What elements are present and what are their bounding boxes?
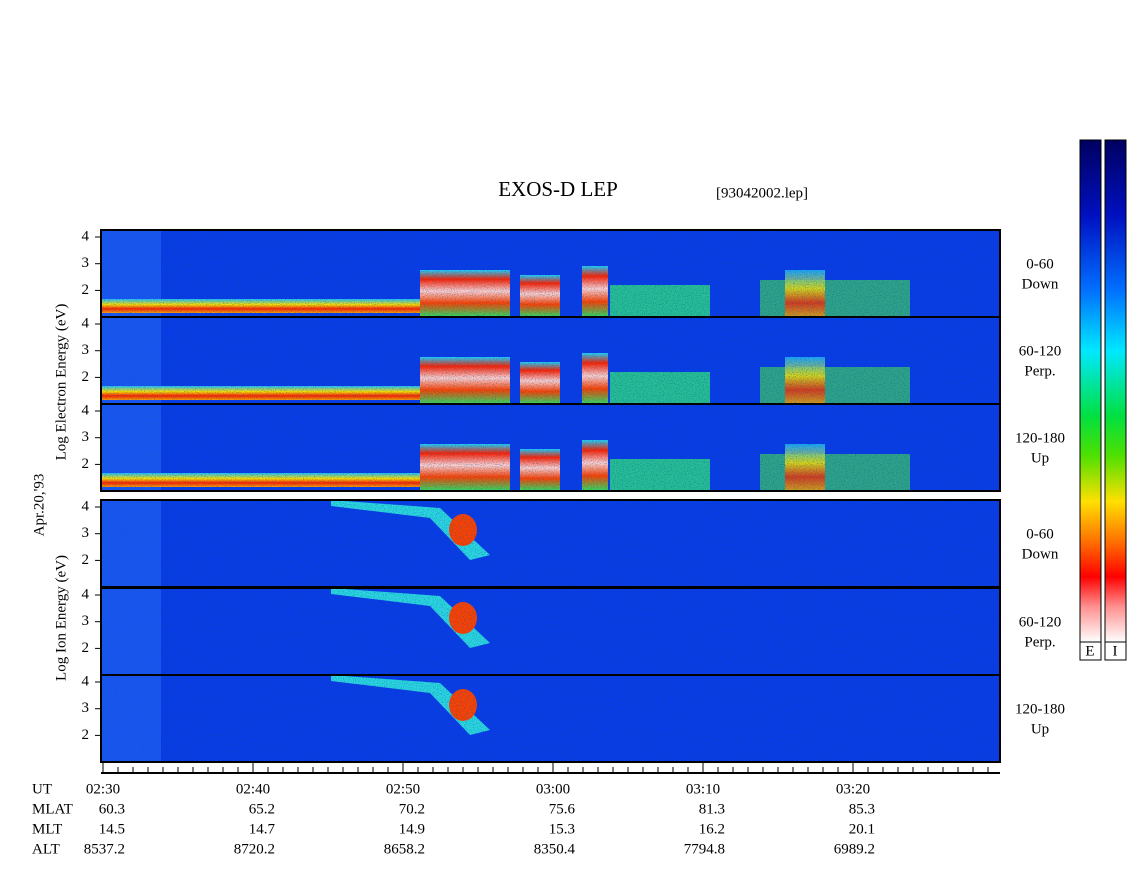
pitch-range: 60-120 bbox=[1019, 343, 1062, 359]
x-tick-label: 02:30 bbox=[86, 781, 120, 797]
orbit-value: 8537.2 bbox=[84, 841, 125, 857]
noise bbox=[101, 404, 1000, 491]
orbit-value: 14.7 bbox=[249, 821, 276, 837]
pitch-range: 0-60 bbox=[1026, 526, 1054, 542]
y-tick-label: 4 bbox=[82, 315, 90, 331]
orbit-value: 8658.2 bbox=[384, 841, 425, 857]
row-label: ALT bbox=[32, 841, 60, 857]
file-name: [93042002.lep] bbox=[716, 185, 808, 201]
y-tick-label: 4 bbox=[82, 586, 90, 602]
y-tick-label: 3 bbox=[82, 613, 90, 629]
electron-axis-label: Log Electron Energy (eV) bbox=[53, 304, 69, 461]
colorbar-i bbox=[1104, 139, 1127, 643]
orbit-value: 65.2 bbox=[249, 801, 275, 817]
pitch-direction: Up bbox=[1031, 450, 1049, 466]
colorbar-e bbox=[1079, 139, 1102, 643]
ion-axis-label: Log Ion Energy (eV) bbox=[53, 555, 69, 681]
noise bbox=[101, 317, 1000, 404]
colorbar-label: I bbox=[1113, 643, 1118, 659]
y-tick-label: 4 bbox=[82, 673, 90, 689]
pitch-direction: Down bbox=[1022, 276, 1059, 292]
colorbar-box bbox=[1079, 641, 1102, 661]
noise bbox=[101, 230, 1000, 317]
orbit-value: 81.3 bbox=[699, 801, 725, 817]
pitch-direction: Up bbox=[1031, 721, 1049, 737]
y-tick-label: 2 bbox=[82, 456, 90, 472]
orbit-value: 14.5 bbox=[99, 821, 125, 837]
y-tick-label: 3 bbox=[82, 429, 90, 445]
x-tick-label: 02:40 bbox=[236, 781, 270, 797]
date: Apr.20,'93 bbox=[31, 474, 47, 537]
x-tick-label: 03:00 bbox=[536, 781, 570, 797]
x-tick-label: 03:10 bbox=[686, 781, 720, 797]
orbit-value: 14.9 bbox=[399, 821, 425, 837]
orbit-value: 7794.8 bbox=[684, 841, 725, 857]
noise bbox=[101, 588, 1000, 675]
y-tick-label: 3 bbox=[82, 700, 90, 716]
pitch-range: 0-60 bbox=[1026, 256, 1054, 272]
x-tick-label: 03:20 bbox=[836, 781, 870, 797]
orbit-value: 8350.4 bbox=[534, 841, 576, 857]
y-tick-label: 3 bbox=[82, 255, 90, 271]
pitch-direction: Perp. bbox=[1024, 634, 1055, 650]
orbit-value: 85.3 bbox=[849, 801, 875, 817]
orbit-value: 60.3 bbox=[99, 801, 125, 817]
y-tick-label: 2 bbox=[82, 727, 90, 743]
orbit-value: 20.1 bbox=[849, 821, 875, 837]
y-tick-label: 4 bbox=[82, 402, 90, 418]
orbit-value: 6989.2 bbox=[834, 841, 875, 857]
pitch-range: 120-180 bbox=[1015, 701, 1065, 717]
pitch-direction: Down bbox=[1022, 546, 1059, 562]
orbit-value: 70.2 bbox=[399, 801, 425, 817]
y-tick-label: 4 bbox=[82, 228, 90, 244]
row-label: MLAT bbox=[32, 801, 73, 817]
pitch-direction: Perp. bbox=[1024, 363, 1055, 379]
orbit-value: 75.6 bbox=[549, 801, 576, 817]
pitch-range: 60-120 bbox=[1019, 614, 1062, 630]
pitch-range: 120-180 bbox=[1015, 430, 1065, 446]
y-tick-label: 3 bbox=[82, 525, 90, 541]
y-tick-label: 3 bbox=[82, 342, 90, 358]
panel-frame bbox=[100, 403, 1001, 492]
y-tick-label: 2 bbox=[82, 282, 90, 298]
title: EXOS-D LEP bbox=[498, 177, 618, 201]
y-tick-label: 2 bbox=[82, 640, 90, 656]
colorbar-label: E bbox=[1085, 643, 1094, 659]
noise bbox=[101, 675, 1000, 762]
y-tick-label: 2 bbox=[82, 369, 90, 385]
panel-frame bbox=[100, 674, 1001, 763]
colorbar-box bbox=[1104, 641, 1127, 661]
x-tick-label: 02:50 bbox=[386, 781, 420, 797]
orbit-value: 16.2 bbox=[699, 821, 725, 837]
panels bbox=[100, 229, 1001, 763]
y-tick-label: 2 bbox=[82, 552, 90, 568]
y-tick-label: 4 bbox=[82, 498, 90, 514]
row-label: UT bbox=[32, 781, 52, 797]
row-label: MLT bbox=[32, 821, 62, 837]
orbit-value: 15.3 bbox=[549, 821, 575, 837]
noise bbox=[101, 500, 1000, 587]
orbit-value: 8720.2 bbox=[234, 841, 275, 857]
